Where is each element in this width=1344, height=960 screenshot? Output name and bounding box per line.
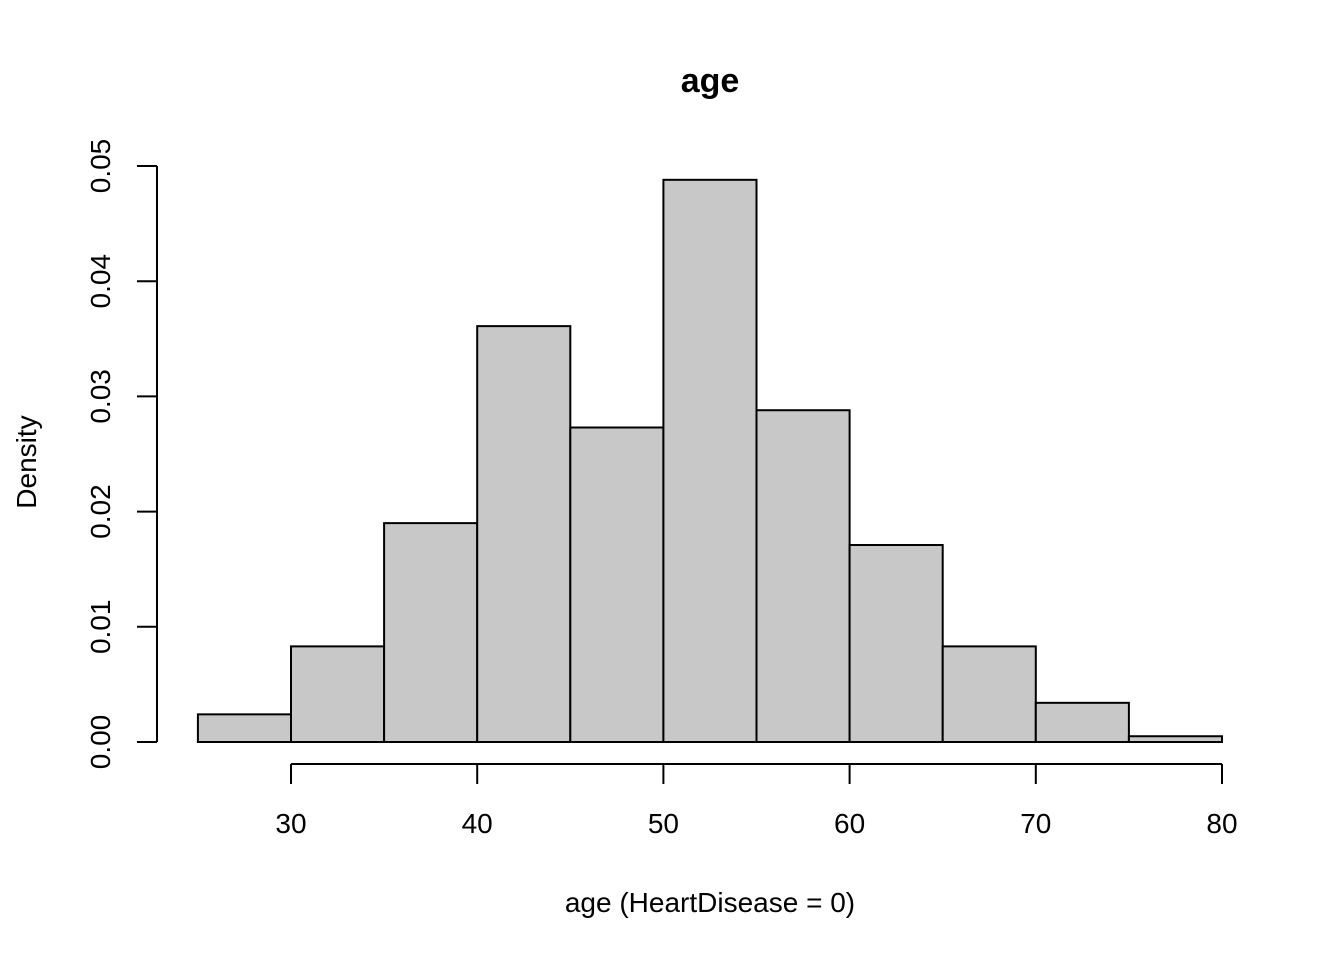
y-tick-label: 0.04 (85, 254, 116, 309)
histogram-bar-7 (848, 544, 944, 743)
x-tick-label: 30 (275, 808, 306, 839)
chart-title: age (681, 62, 740, 100)
x-tick-label: 50 (648, 808, 679, 839)
y-axis-label: Density (11, 415, 42, 508)
bars-group (196, 178, 1224, 744)
y-tick-label: 0.02 (85, 484, 116, 538)
y-tick-label: 0.01 (85, 600, 116, 655)
x-axis-label: age (HeartDisease = 0) (565, 887, 855, 918)
histogram-bar-10 (1127, 735, 1224, 743)
histogram-bar-6 (755, 409, 851, 743)
histogram-bar-4 (569, 426, 665, 743)
histogram-bar-2 (383, 522, 479, 743)
histogram-bar-5 (662, 178, 758, 744)
x-tick-label: 40 (462, 808, 493, 839)
y-tick-label: 0.05 (85, 139, 116, 194)
histogram-bar-0 (196, 713, 292, 743)
x-tick-label: 80 (1206, 808, 1237, 839)
y-tick-label: 0.03 (85, 369, 116, 424)
histogram-bar-9 (1034, 701, 1130, 743)
y-axis: 0.00 0.01 0.02 0.03 0.04 0.05 (85, 139, 158, 770)
y-tick-label: 0.00 (85, 715, 116, 770)
histogram-bar-1 (290, 645, 386, 743)
x-tick-label: 70 (1020, 808, 1051, 839)
x-axis: 30 40 50 60 70 80 (275, 763, 1238, 839)
histogram-bar-3 (476, 325, 572, 743)
histogram-bar-8 (941, 645, 1037, 743)
x-tick-label: 60 (834, 808, 865, 839)
